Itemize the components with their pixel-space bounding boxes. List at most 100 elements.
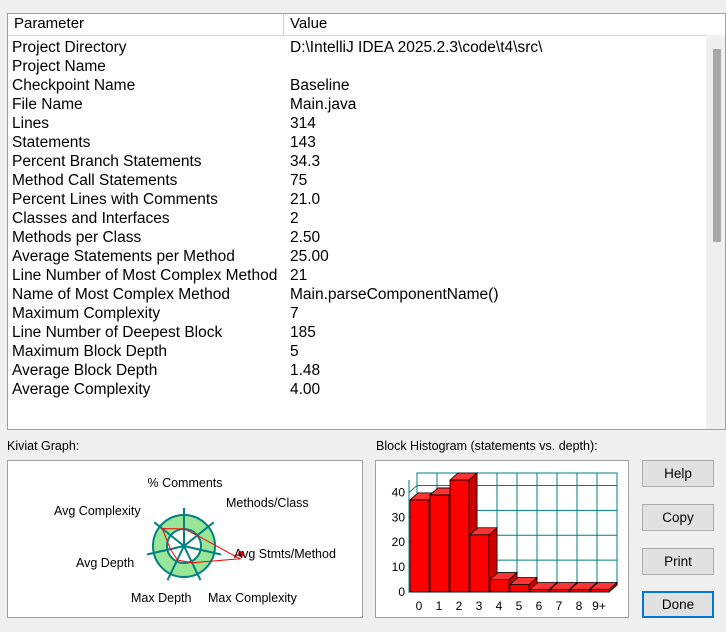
histogram-bar [429,494,450,593]
value-cell: Main.java [290,96,357,113]
value-cell: Baseline [290,77,350,94]
histogram-bar-top [488,572,519,580]
kiviat-axis-label: Methods/Class [226,496,309,510]
histogram-bar-top [568,582,599,590]
value-cell: D:\IntelliJ IDEA 2025.2.3\code\t4\src\ [290,39,543,56]
table-row[interactable]: Average Block Depth 1.48 [8,361,705,380]
parameter-cell: Maximum Complexity [12,305,161,322]
parameter-cell: Checkpoint Name [12,77,136,94]
parameter-cell: Percent Lines with Comments [12,191,218,208]
histogram-y-tick: 40 [392,485,406,499]
value-cell: Main.parseComponentName() [290,286,499,303]
table-row[interactable]: Percent Lines with Comments 21.0 [8,190,705,209]
histogram-x-tick: 8 [576,599,583,613]
histogram-x-tick: 0 [416,599,423,613]
kiviat-axis-line [146,545,185,556]
kiviat-graph: % Comments Methods/Class Avg Stmts/Metho… [7,460,363,618]
table-row[interactable]: Project Name [8,57,705,76]
value-column-header[interactable]: Value [290,15,328,32]
table-row[interactable]: Line Number of Most Complex Method 21 [8,266,705,285]
parameter-cell: Methods per Class [12,229,142,246]
parameter-cell: Classes and Interfaces [12,210,170,227]
table-row[interactable]: Maximum Block Depth 5 [8,342,705,361]
histogram-bar-top [588,582,619,590]
value-cell [286,57,705,76]
vertical-scrollbar[interactable] [706,35,725,429]
value-cell: 21 [290,267,308,284]
table-row[interactable]: Maximum Complexity 7 [8,304,705,323]
print-button[interactable]: Print [642,548,714,575]
value-cell: 2.50 [290,229,321,246]
parameter-cell: File Name [12,96,83,113]
parameter-cell: Lines [12,115,50,132]
value-cell: 21.0 [290,191,321,208]
table-row[interactable]: Statements 143 [8,133,705,152]
parameter-cell: Average Block Depth [12,362,158,379]
kiviat-graph-label: Kiviat Graph: [7,439,80,453]
histogram-x-tick: 1 [436,599,443,613]
kiviat-axis-label: Avg Complexity [54,504,141,518]
table-row[interactable]: Checkpoint Name Baseline [8,76,705,95]
value-cell: 185 [290,324,316,341]
parameter-column-header[interactable]: Parameter [8,14,284,35]
done-button[interactable]: Done [642,591,714,618]
histogram-x-tick: 3 [476,599,483,613]
value-cell: 34.3 [290,153,321,170]
histogram-x-tick: 6 [536,599,543,613]
histogram-x-tick: 9+ [592,599,606,613]
metrics-table: Parameter Value Project Directory D:\Inte… [7,13,726,430]
scrollbar-thumb[interactable] [713,49,721,242]
histogram-x-tick: 2 [456,599,463,613]
copy-button[interactable]: Copy [642,504,714,531]
parameter-cell: Method Call Statements [12,172,178,189]
histogram-bar-top [468,527,499,536]
kiviat-axis-line [153,521,185,547]
kiviat-axis-label: Max Complexity [208,591,298,605]
histogram-bar-top [548,582,579,590]
value-cell: 2 [290,210,299,227]
parameter-cell: Line Number of Most Complex Method [12,267,278,284]
table-row[interactable]: Methods per Class 2.50 [8,228,705,247]
table-row[interactable]: Average Complexity 4.00 [8,380,705,399]
parameter-cell: Percent Branch Statements [12,153,202,170]
histogram-x-tick: 7 [556,599,563,613]
parameter-cell: Name of Most Complex Method [12,286,230,303]
value-cell: 4.00 [290,381,321,398]
histogram-y-tick: 0 [398,585,405,599]
histogram-x-tick: 4 [496,599,503,613]
table-row[interactable]: Name of Most Complex Method Main.parseCom… [8,285,705,304]
kiviat-axis-label: Avg Stmts/Method [234,547,336,561]
parameter-cell: Statements [12,134,91,151]
table-row[interactable]: Method Call Statements 75 [8,171,705,190]
parameter-cell: Maximum Block Depth [12,343,168,360]
table-row[interactable]: Average Statements per Method 25.00 [8,247,705,266]
kiviat-axis-label: % Comments [147,476,222,490]
table-row[interactable]: Line Number of Deepest Block 185 [8,323,705,342]
value-cell: 314 [290,115,316,132]
histogram-y-tick: 30 [392,510,406,524]
table-row[interactable]: Lines 314 [8,114,705,133]
kiviat-axis-line [166,545,185,581]
kiviat-axis-label: Avg Depth [76,556,134,570]
metrics-rows: Project Directory D:\IntelliJ IDEA 2025.2… [8,38,705,399]
histogram-bar-top [448,472,479,481]
kiviat-svg: % Comments Methods/Class Avg Stmts/Metho… [54,476,336,605]
table-header: Parameter Value [8,14,725,36]
value-cell: 143 [290,134,316,151]
histogram-bar [449,479,470,593]
table-row[interactable]: Percent Branch Statements 34.3 [8,152,705,171]
value-cell: 7 [290,305,299,322]
kiviat-axis-label: Max Depth [131,591,191,605]
block-histogram: 0 10 20 30 40 0 1 2 3 4 5 6 7 8 9+ [375,460,629,618]
histogram-bar [409,499,430,593]
table-row[interactable]: Project Directory D:\IntelliJ IDEA 2025.2… [8,38,705,57]
parameter-cell: Average Statements per Method [12,248,235,265]
table-row[interactable]: File Name Main.java [8,95,705,114]
histogram-label: Block Histogram (statements vs. depth): [376,439,598,453]
kiviat-value-polygon [161,528,242,564]
value-cell: 75 [290,172,308,189]
table-row[interactable]: Classes and Interfaces 2 [8,209,705,228]
histogram-x-tick: 5 [516,599,523,613]
histogram-bar [489,579,510,593]
help-button[interactable]: Help [642,460,714,487]
